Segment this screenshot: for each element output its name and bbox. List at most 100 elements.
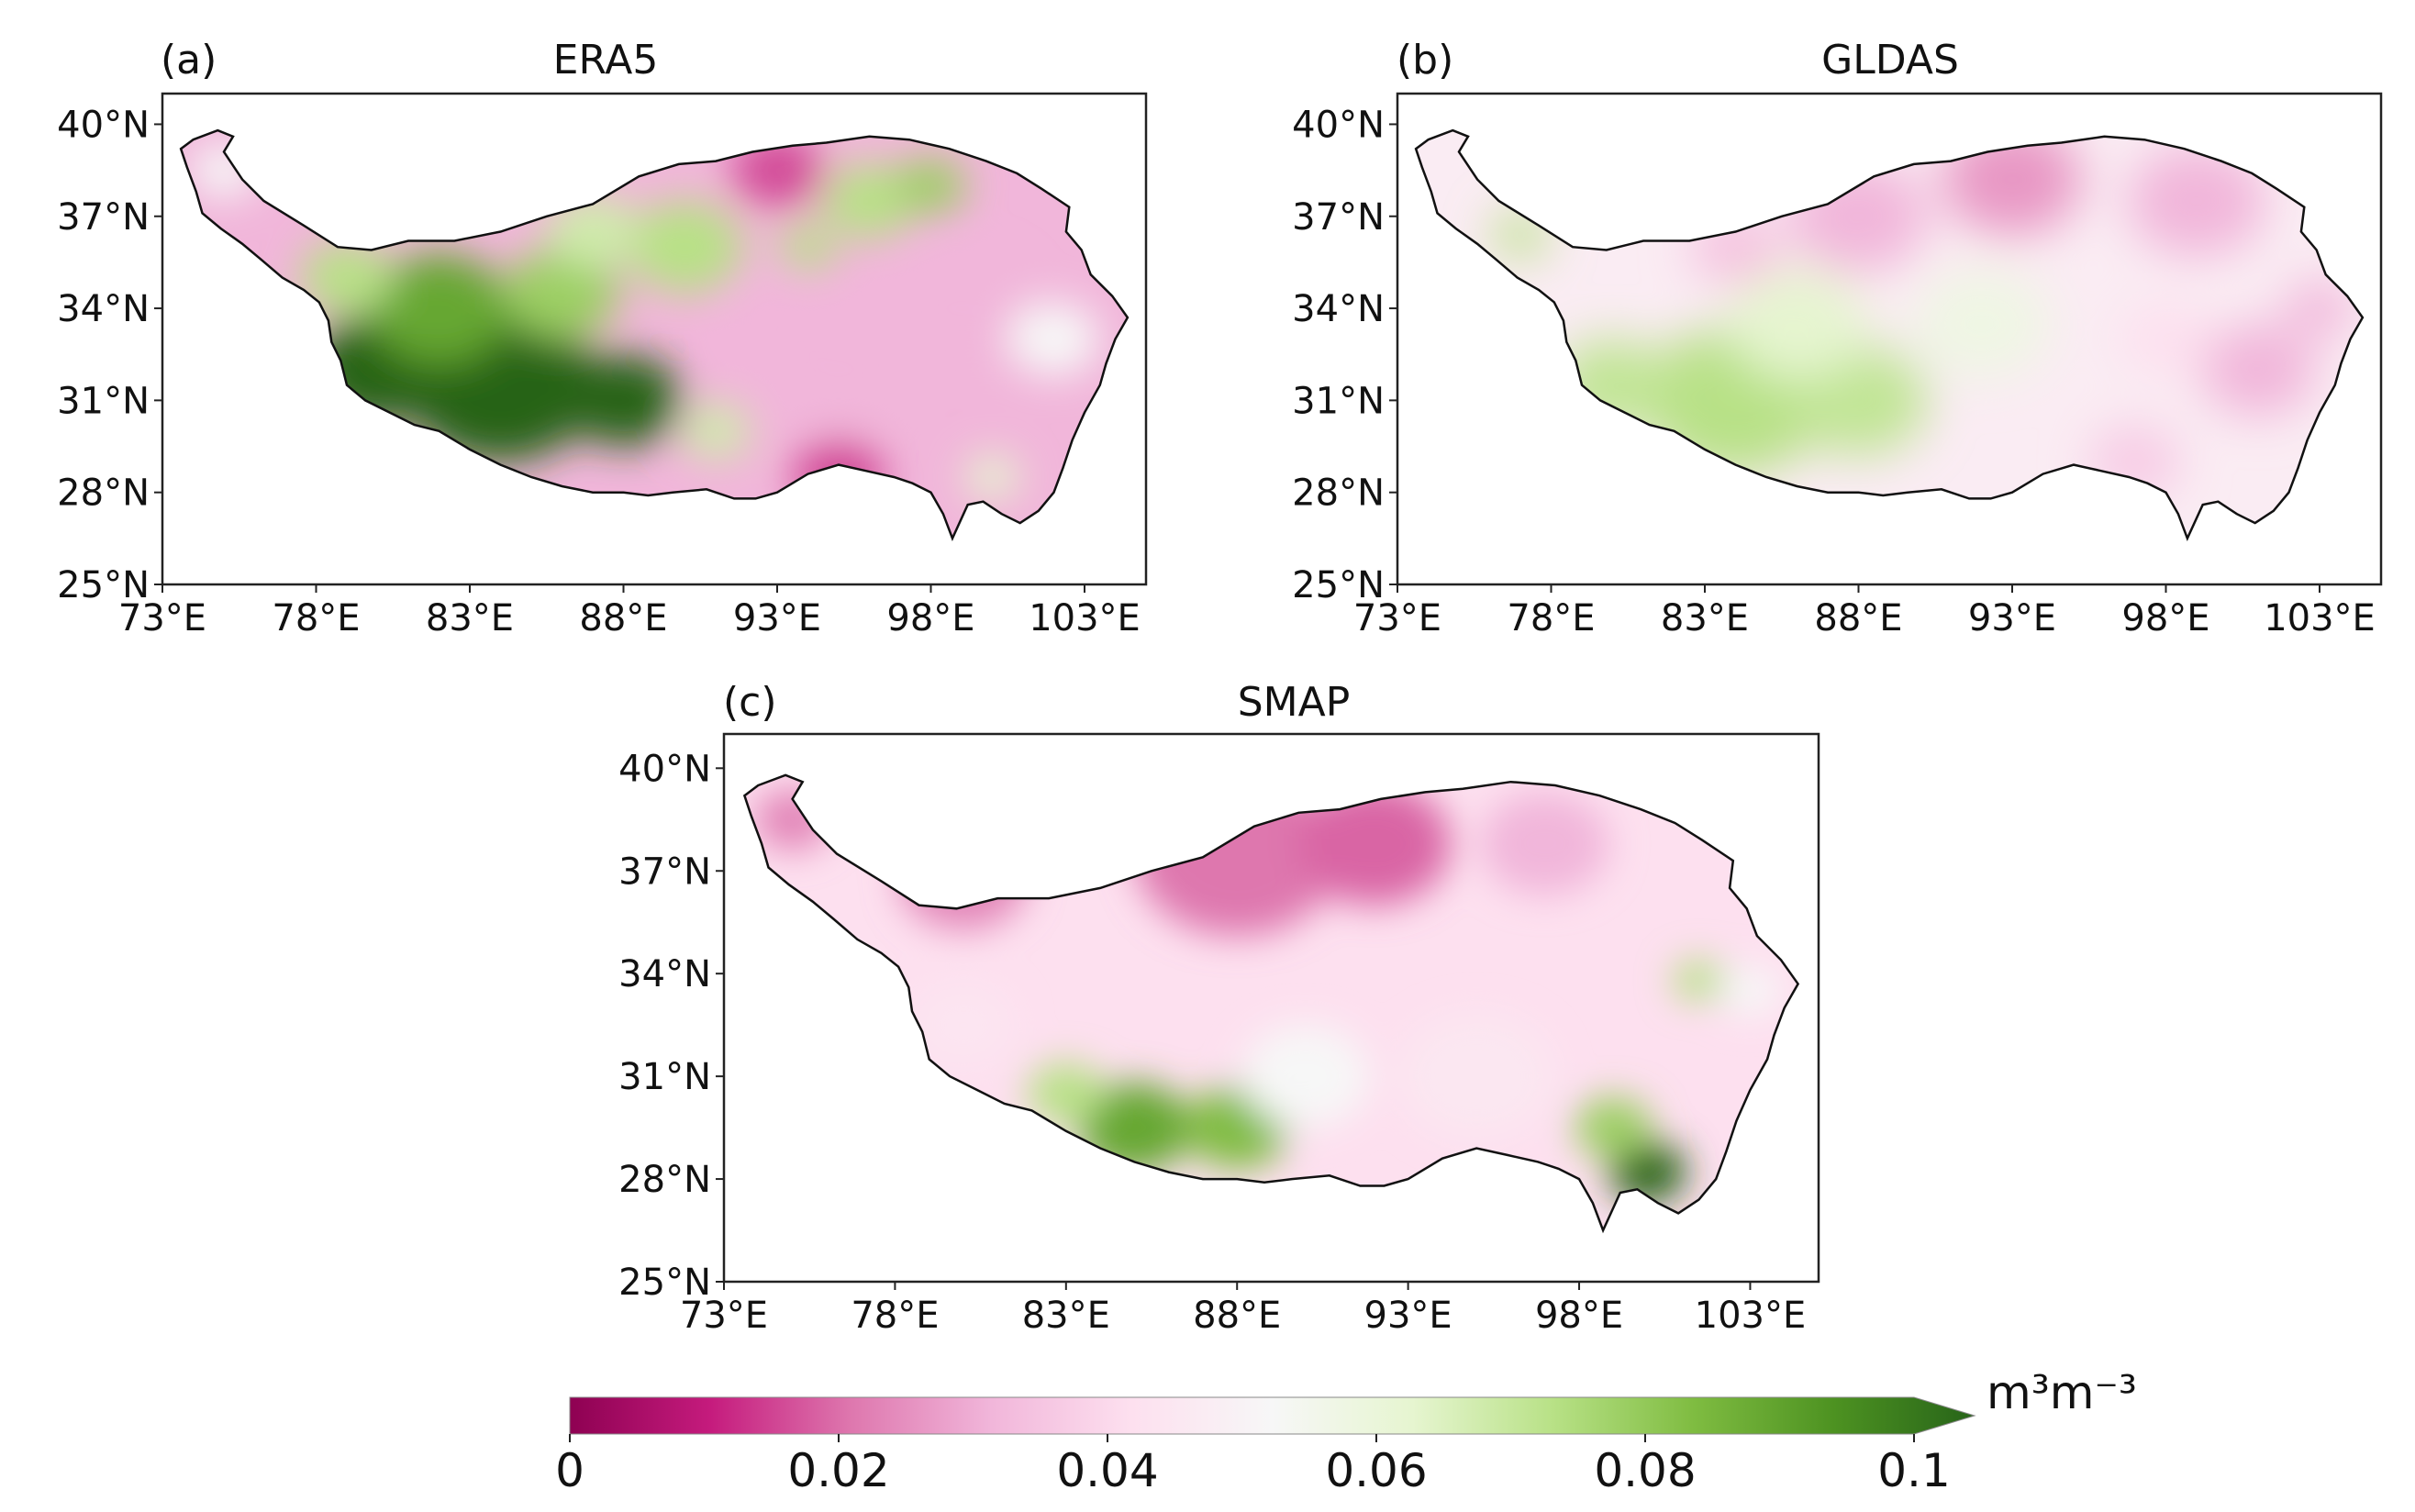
field-blob xyxy=(546,195,640,269)
field-blob xyxy=(504,247,620,339)
y-tick-label: 37°N xyxy=(1292,196,1385,239)
y-tick-label: 34°N xyxy=(1292,288,1385,330)
panel-b-map xyxy=(1414,128,2365,542)
field-blob xyxy=(730,286,824,361)
panel-a-frame xyxy=(161,92,1148,586)
x-tick-label: 98°E xyxy=(1535,1295,1623,1337)
field-blob xyxy=(370,252,508,364)
x-tick-label: 73°E xyxy=(680,1295,768,1337)
x-tick-label: 83°E xyxy=(1022,1295,1110,1337)
field-blob xyxy=(1575,1096,1653,1159)
y-tick-label: 34°N xyxy=(618,953,711,995)
field-blob xyxy=(780,225,836,270)
x-tick-label: 103°E xyxy=(1029,597,1141,639)
field-blob xyxy=(2088,425,2182,499)
x-tick-label: 93°E xyxy=(1968,597,2056,639)
x-tick-label: 88°E xyxy=(1814,597,1902,639)
field-blob xyxy=(1789,161,1928,272)
field-blob xyxy=(1673,960,1725,1002)
field-blob xyxy=(1027,1062,1105,1125)
y-tick-label: 34°N xyxy=(57,288,150,330)
field-blob xyxy=(300,240,394,315)
y-tick-label: 40°N xyxy=(1292,104,1385,146)
y-tick-label: 31°N xyxy=(57,380,150,422)
panel-c-map xyxy=(742,773,1800,1234)
colorbar-tick-label: 0.02 xyxy=(787,1444,889,1497)
panel-a-axes: 73°E 78°E 83°E 88°E 93°E 98°E 103°E 40°N 37°N 34°… xyxy=(57,104,1141,639)
field-blob xyxy=(892,252,1031,364)
field-blob xyxy=(1399,1014,1554,1139)
colorbar-tick-label: 0.08 xyxy=(1594,1444,1696,1497)
x-tick-label: 83°E xyxy=(1661,597,1749,639)
panel-c: (c) SMAP 73°E 78°E 83°E 88°E 93°E 98°E 103°E 40… xyxy=(618,679,1820,1337)
colorbar-tick-label: 0.06 xyxy=(1325,1444,1427,1497)
y-tick-label: 28°N xyxy=(57,472,150,515)
panel-b-title: GLDAS xyxy=(1821,37,1959,83)
field-blob xyxy=(2285,280,2354,337)
field-blob xyxy=(899,826,1028,929)
x-tick-label: 78°E xyxy=(272,597,360,639)
field-blob xyxy=(823,163,916,239)
panel-c-title: SMAP xyxy=(1238,679,1351,726)
panel-b: (b) GLDAS 73°E 78°E 83°E 88°E 93°E 98°E 103°E 4… xyxy=(1292,37,2383,639)
field-blob xyxy=(1480,792,1609,895)
field-blob xyxy=(1007,302,1100,376)
y-tick-label: 37°N xyxy=(57,196,150,239)
panel-b-tag: (b) xyxy=(1397,37,1453,83)
panel-a-tag: (a) xyxy=(161,37,217,83)
plateau-boundary xyxy=(742,773,1800,1234)
panel-b-frame xyxy=(1396,92,2383,586)
colorbar-ticks: 0 0.02 0.04 0.06 0.08 0.1 xyxy=(555,1434,1951,1497)
y-tick-label: 40°N xyxy=(57,104,150,146)
colorbar-tick-label: 0.04 xyxy=(1056,1444,1158,1497)
field-blob xyxy=(2127,145,2266,257)
y-tick-label: 25°N xyxy=(1292,564,1385,606)
x-tick-label: 83°E xyxy=(426,597,514,639)
panel-c-axes: 73°E 78°E 83°E 88°E 93°E 98°E 103°E 40°N 37°N 34°… xyxy=(618,748,1806,1337)
x-tick-label: 88°E xyxy=(579,597,667,639)
field-blob xyxy=(1728,268,1866,379)
panel-b-axes: 73°E 78°E 83°E 88°E 93°E 98°E 103°E 40°N 37°N 34°… xyxy=(1292,104,2376,639)
colorbar-unit: m³m⁻³ xyxy=(1987,1366,2137,1419)
field-blob xyxy=(792,439,885,515)
field-blob xyxy=(896,158,966,214)
field-blob xyxy=(2200,323,2316,417)
field-blob xyxy=(1719,965,1781,1016)
panel-c-frame xyxy=(722,732,1820,1284)
colorbar: m³m⁻³ 0 0.02 0.04 0.06 0.08 0.1 xyxy=(555,1366,2137,1497)
field-blob xyxy=(964,454,1020,500)
field-blob xyxy=(627,201,743,294)
x-tick-label: 98°E xyxy=(2121,597,2209,639)
panel-a-map xyxy=(179,128,1130,542)
field-blob xyxy=(1608,1141,1686,1204)
x-tick-label: 93°E xyxy=(1364,1295,1452,1337)
field-blobs xyxy=(189,133,1100,515)
y-tick-label: 25°N xyxy=(618,1262,711,1304)
field-blob xyxy=(2120,302,2212,376)
plateau-boundary xyxy=(1414,128,2365,542)
field-blob xyxy=(1241,1025,1370,1128)
x-tick-label: 93°E xyxy=(733,597,821,639)
colorbar-tick-label: 0.1 xyxy=(1877,1444,1951,1497)
x-tick-label: 103°E xyxy=(1695,1295,1807,1337)
y-tick-label: 40°N xyxy=(618,748,711,790)
y-tick-label: 28°N xyxy=(1292,472,1385,515)
colorbar-bar xyxy=(569,1396,1976,1435)
field-blob xyxy=(1942,130,2082,235)
field-blob xyxy=(681,403,751,459)
y-tick-label: 37°N xyxy=(618,850,711,893)
y-tick-label: 28°N xyxy=(618,1159,711,1201)
field-blob xyxy=(1492,212,1549,257)
x-tick-label: 73°E xyxy=(118,597,206,639)
x-tick-label: 78°E xyxy=(851,1295,939,1337)
field-blob xyxy=(1912,268,2051,379)
x-tick-label: 98°E xyxy=(886,597,974,639)
x-tick-label: 88°E xyxy=(1193,1295,1281,1337)
panel-c-tag: (c) xyxy=(723,679,777,726)
y-tick-label: 31°N xyxy=(618,1056,711,1098)
panel-a-title: ERA5 xyxy=(553,37,659,83)
field-blob xyxy=(1297,782,1452,906)
colorbar-tick-label: 0 xyxy=(555,1444,584,1497)
y-tick-label: 31°N xyxy=(1292,380,1385,422)
